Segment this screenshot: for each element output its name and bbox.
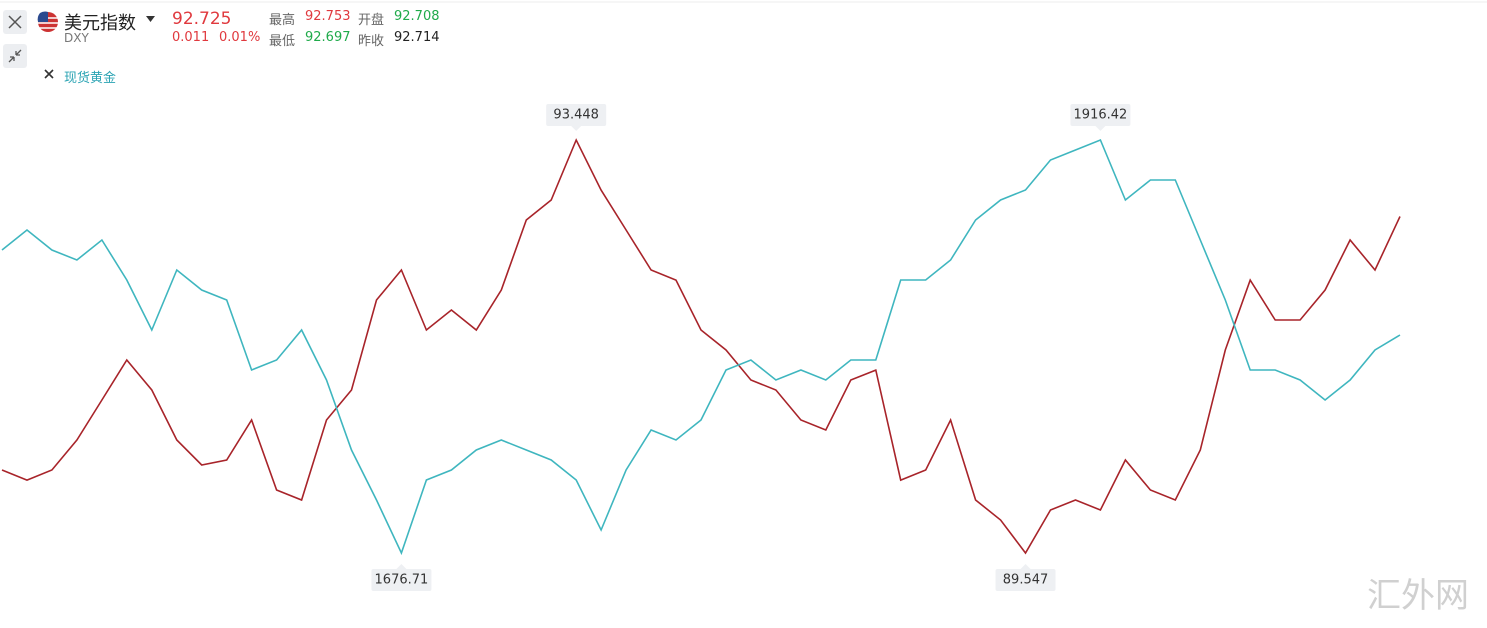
watermark: 汇外网	[1367, 576, 1469, 616]
flag-canton	[37, 11, 48, 22]
stat-value: 92.753	[305, 9, 351, 24]
extreme-label-box	[546, 104, 607, 126]
extreme-label-pointer	[396, 564, 407, 569]
extreme-label-box	[1070, 104, 1131, 126]
extreme-label: 1676.71	[375, 573, 429, 588]
stat-value: 92.697	[305, 30, 351, 45]
extreme-label: 89.547	[1003, 573, 1049, 588]
collapse-button[interactable]	[3, 44, 27, 68]
stat-value: 92.708	[394, 9, 440, 24]
change: 0.011	[172, 30, 210, 45]
symbol-name: 美元指数	[64, 13, 136, 34]
extreme-label-box	[371, 569, 432, 591]
extreme-label-pointer	[571, 126, 582, 131]
stat-label: 最高	[269, 13, 296, 28]
plot: 93.448 89.547 1916.42 1676.71	[1, 104, 1401, 591]
extreme-label: 93.448	[553, 108, 599, 123]
stat-label: 开盘	[358, 13, 385, 28]
dropdown-arrow[interactable]	[146, 16, 155, 22]
stat-label: 最低	[269, 34, 296, 49]
overlay-label[interactable]: 现货黄金	[64, 71, 117, 86]
stat-label: 昨收	[358, 34, 385, 49]
change-pct: 0.01%	[219, 30, 261, 45]
price: 92.725	[172, 9, 232, 29]
series-line	[1, 138, 1401, 556]
close-icon	[8, 15, 22, 29]
remove-overlay[interactable]	[44, 69, 54, 79]
collapse-icon	[8, 49, 22, 63]
extreme-label-pointer	[1020, 564, 1031, 569]
series-line	[1, 138, 1401, 555]
stat-value: 92.714	[394, 30, 440, 45]
extreme-label-pointer	[1095, 126, 1106, 131]
extreme-label-box	[995, 569, 1056, 591]
extreme-label: 1916.42	[1074, 108, 1128, 123]
symbol-code: DXY	[64, 31, 89, 45]
